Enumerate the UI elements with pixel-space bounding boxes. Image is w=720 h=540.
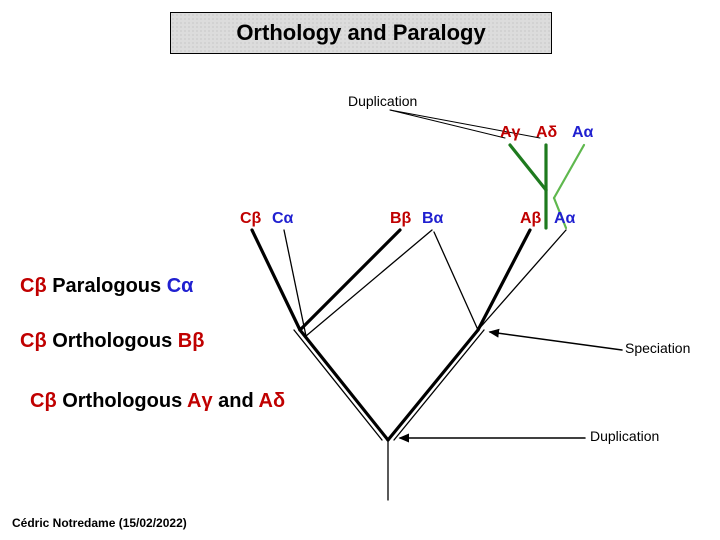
gene-label-B-alpha: Bα: [422, 210, 443, 228]
statement-orthologous-B: Cβ Orthologous Bβ: [20, 330, 204, 353]
statement-paralogous: Cβ Paralogous Cα: [20, 275, 193, 298]
phylogeny-tree: [0, 0, 720, 540]
annotation-duplication-top: Duplication: [348, 93, 417, 109]
gene-label-C-alpha: Cα: [272, 210, 293, 228]
gene-label-A-delta: Aδ: [536, 124, 557, 142]
gene-label-A-alpha-mid: Aα: [554, 210, 575, 228]
gene-label-A-beta: Aβ: [520, 210, 541, 228]
gene-label-B-beta: Bβ: [390, 210, 411, 228]
annotation-duplication-bottom: Duplication: [590, 428, 659, 444]
footer-credit: Cédric Notredame (15/02/2022): [12, 516, 187, 530]
gene-label-A-alpha-top: Aα: [572, 124, 593, 142]
gene-label-A-gamma: Aγ: [500, 124, 520, 142]
gene-label-C-beta: Cβ: [240, 210, 261, 228]
statement-orthologous-A: Cβ Orthologous Aγ and Aδ: [30, 390, 285, 413]
annotation-speciation: Speciation: [625, 340, 690, 356]
